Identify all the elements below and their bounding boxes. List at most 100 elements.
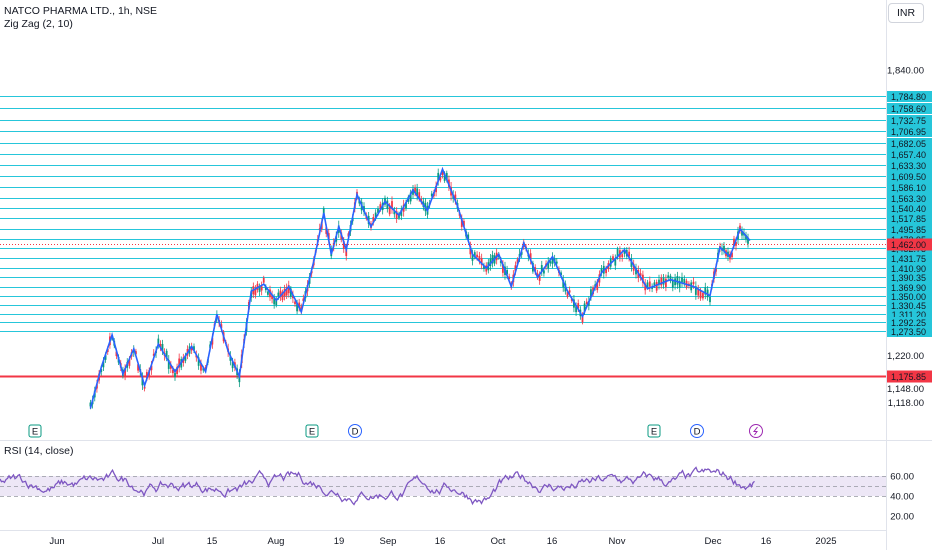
y-axis-label: 1,118.00 bbox=[888, 398, 924, 409]
candle-body bbox=[277, 292, 280, 297]
rsi-label[interactable]: RSI (14, close) bbox=[4, 445, 74, 457]
chart-title: NATCO PHARMA LTD., 1h, NSE bbox=[4, 5, 158, 17]
level-label: 1,682.05 bbox=[891, 139, 926, 149]
candle-body bbox=[463, 220, 465, 227]
candle-body bbox=[412, 188, 414, 195]
candle-body bbox=[443, 173, 446, 181]
candle-body bbox=[694, 286, 697, 295]
candle-body bbox=[555, 261, 558, 264]
level-label: 1,311.20 bbox=[892, 310, 926, 320]
candle-body bbox=[660, 277, 663, 286]
candle-body bbox=[379, 204, 382, 210]
candle-body bbox=[437, 172, 440, 182]
indicator-label[interactable]: Zig Zag (2, 10) bbox=[4, 18, 73, 30]
level-label-bg bbox=[887, 272, 932, 283]
earnings-event-letter: E bbox=[309, 427, 315, 438]
candle-body bbox=[642, 274, 644, 283]
candle-body bbox=[150, 365, 153, 371]
earnings-event-icon[interactable] bbox=[647, 424, 661, 438]
candle-body bbox=[137, 364, 139, 371]
candle-body bbox=[193, 346, 195, 351]
level-label: 1,563.30 bbox=[891, 194, 926, 204]
candle-body bbox=[418, 192, 421, 199]
candle-body bbox=[585, 301, 588, 304]
candle-body bbox=[621, 254, 624, 258]
candle-body bbox=[157, 338, 160, 345]
candle-body bbox=[190, 346, 193, 351]
candle-body bbox=[581, 314, 584, 323]
earnings-event-icon[interactable] bbox=[305, 424, 319, 438]
candle-body bbox=[704, 287, 707, 295]
candle-body bbox=[115, 351, 118, 357]
x-axis-label: 19 bbox=[334, 536, 345, 547]
candle-body bbox=[400, 209, 403, 216]
candle-body bbox=[600, 268, 603, 273]
candle-body bbox=[683, 278, 686, 284]
y-axis-label: 1,148.00 bbox=[887, 384, 924, 395]
earnings-event-icon[interactable] bbox=[28, 424, 42, 438]
level-label-bg bbox=[887, 193, 932, 204]
dividend-event-letter: D bbox=[694, 427, 701, 438]
rsi-axis-label: 60.00 bbox=[890, 472, 914, 483]
candle-body bbox=[405, 202, 407, 209]
candle-body bbox=[473, 252, 476, 258]
current-price-label-bg bbox=[887, 238, 932, 251]
candle-body bbox=[152, 353, 155, 356]
candle-body bbox=[514, 265, 517, 272]
candle-body bbox=[279, 290, 282, 297]
level-label-bg bbox=[887, 213, 932, 224]
x-axis-label: Oct bbox=[491, 536, 506, 547]
level-label-bg bbox=[887, 182, 932, 193]
currency-button[interactable]: INR bbox=[888, 3, 924, 23]
level-label-bg bbox=[887, 224, 932, 235]
candle-body bbox=[467, 234, 470, 240]
candle-body bbox=[345, 248, 348, 257]
candle-body bbox=[669, 275, 672, 282]
candle-body bbox=[731, 252, 733, 258]
level-label: 1,758.60 bbox=[891, 104, 926, 114]
candle-body bbox=[692, 281, 695, 285]
candle-body bbox=[596, 281, 599, 291]
candle-body bbox=[658, 279, 660, 285]
dividend-event-icon[interactable] bbox=[690, 424, 704, 438]
candle-body bbox=[614, 258, 617, 266]
level-label: 1,633.30 bbox=[891, 161, 926, 171]
candle-body bbox=[709, 296, 711, 303]
x-axis-label: Jun bbox=[49, 536, 64, 547]
candle-body bbox=[200, 363, 202, 371]
candle-body bbox=[106, 348, 109, 353]
candle-body bbox=[644, 283, 647, 291]
level-label-bg bbox=[887, 282, 932, 293]
level-label: 1,431.75 bbox=[891, 254, 926, 264]
candle-body bbox=[174, 372, 176, 378]
candle-body bbox=[681, 277, 683, 283]
candle-body bbox=[161, 343, 164, 351]
candle-body bbox=[551, 256, 554, 264]
y-axis-label: 1,220.00 bbox=[887, 351, 924, 362]
dividend-event-letter: D bbox=[352, 427, 359, 438]
candle-body bbox=[562, 279, 565, 288]
candle-body bbox=[529, 253, 532, 261]
level-label-bg bbox=[887, 326, 932, 337]
candle-body bbox=[264, 286, 267, 291]
candle-body bbox=[583, 303, 586, 313]
dividend-event-icon[interactable] bbox=[348, 424, 362, 438]
candle-body bbox=[741, 230, 743, 236]
x-axis-label: Dec bbox=[705, 536, 722, 547]
candle-body bbox=[653, 282, 656, 286]
candle-body bbox=[480, 257, 483, 265]
candle-body bbox=[454, 194, 457, 202]
candle-body bbox=[575, 306, 577, 313]
x-axis-label: Aug bbox=[268, 536, 285, 547]
candle-body bbox=[141, 377, 144, 386]
level-label: 1,706.95 bbox=[891, 127, 926, 137]
candle-body bbox=[302, 298, 305, 302]
level-label-bg bbox=[887, 263, 932, 274]
candle-body bbox=[289, 288, 292, 297]
candle-body bbox=[287, 285, 290, 294]
candle-body bbox=[723, 245, 725, 251]
candle-body bbox=[568, 290, 571, 293]
rsi-axis-label: 40.00 bbox=[890, 492, 914, 503]
level-label: 1,540.40 bbox=[891, 204, 926, 214]
